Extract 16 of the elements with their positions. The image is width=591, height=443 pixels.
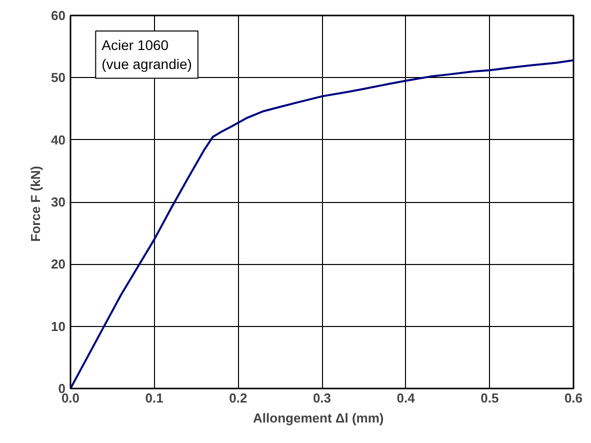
y-tick-label: 30	[51, 194, 66, 210]
y-tick-label: 40	[51, 132, 66, 148]
x-tick-label: 0.1	[145, 390, 164, 406]
x-tick-label: 0.4	[396, 390, 416, 406]
y-tick-label: 20	[51, 256, 66, 272]
x-axis-title: Allongement Δl (mm)	[253, 410, 384, 426]
line-series	[70, 59, 574, 388]
x-tick-label: 0.5	[480, 390, 499, 406]
y-axis-title: Force F (kN)	[28, 166, 44, 242]
x-tick-label: 0.3	[312, 390, 332, 406]
y-tick-label: 10	[51, 318, 66, 334]
x-tick-label: 0.2	[229, 390, 248, 406]
annotation: Acier 1060 (vue agrandie)	[102, 37, 192, 72]
y-tick-label: 60	[51, 8, 66, 23]
y-tick-label: 50	[51, 70, 66, 86]
x-tick-label: 0.6	[564, 390, 583, 406]
